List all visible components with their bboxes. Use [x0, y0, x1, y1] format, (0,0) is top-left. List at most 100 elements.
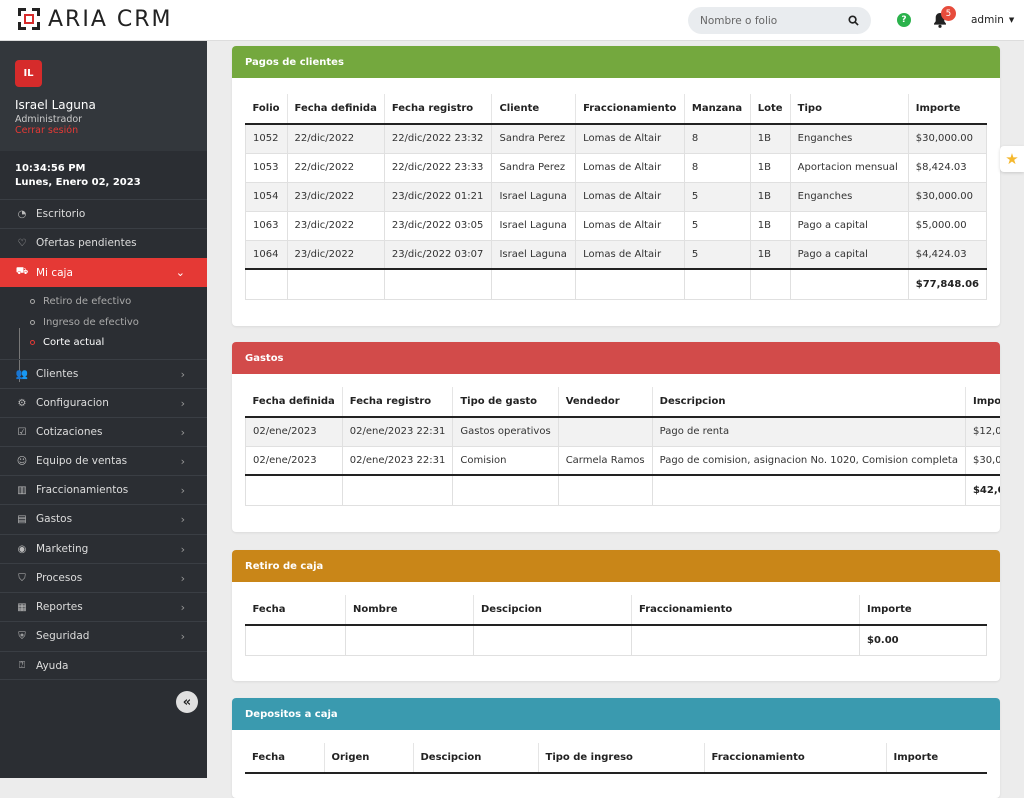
table-header-row: Fecha Nombre Descipcion Fraccionamiento …	[245, 595, 987, 626]
column-header[interactable]: Descipcion	[473, 595, 632, 626]
sidebar-item-escritorio[interactable]: ◔ Escritorio	[0, 199, 207, 228]
table-cell: 23/dic/2022 03:05	[384, 211, 493, 241]
app-title: ARIA CRM	[48, 6, 173, 32]
column-header[interactable]: Fecha	[245, 595, 346, 626]
search-input[interactable]	[700, 14, 848, 27]
sidebar-item-fraccionamientos[interactable]: ▥ Fraccionamientos ›	[0, 475, 207, 504]
sidebar-item-equipo[interactable]: ☺ Equipo de ventas ›	[0, 446, 207, 475]
sidebar-item-procesos[interactable]: ⛉ Procesos ›	[0, 563, 207, 592]
sidebar: IL Israel Laguna Administrador Cerrar se…	[0, 41, 207, 778]
logout-link[interactable]: Cerrar sesión	[15, 125, 79, 136]
table-row[interactable]: 02/ene/2023 02/ene/2023 22:31 Gastos opera…	[245, 417, 1000, 447]
column-header[interactable]: Fecha definida	[245, 387, 343, 418]
column-header[interactable]: Fraccionamiento	[631, 595, 860, 626]
column-header[interactable]: Folio	[245, 94, 288, 125]
table-header-row: Fecha Origen Descipcion Tipo de ingreso …	[245, 743, 987, 774]
table-total-row: $77,848.06	[245, 268, 988, 300]
sidebar-item-gastos[interactable]: ▤ Gastos ›	[0, 504, 207, 533]
column-header[interactable]: Fraccionamiento	[704, 743, 887, 774]
sidebar-item-ofertas[interactable]: ♡ Ofertas pendientes	[0, 228, 207, 257]
column-header[interactable]: Importe	[908, 94, 987, 125]
table-cell: 22/dic/2022 23:32	[384, 124, 493, 154]
star-icon[interactable]: ★	[1000, 146, 1024, 172]
table-cell: Enganches	[790, 124, 909, 154]
table-cell: Pago de renta	[652, 417, 966, 447]
column-header[interactable]: Importe	[859, 595, 987, 626]
table-cell: 8	[684, 153, 751, 183]
table-cell: 1063	[245, 211, 288, 241]
table-cell: 1B	[750, 182, 791, 212]
subnav-item-retiro[interactable]: Retiro de efectivo	[30, 296, 131, 307]
panel-title: Pagos de clientes	[232, 46, 1000, 78]
table-cell: 1054	[245, 182, 288, 212]
dashboard-icon: ◔	[17, 208, 27, 220]
subnav-item-ingreso[interactable]: Ingreso de efectivo	[30, 317, 139, 328]
avatar[interactable]: IL	[15, 60, 42, 87]
table-cell: Pago a capital	[790, 211, 909, 241]
table-cell: Enganches	[790, 182, 909, 212]
column-header[interactable]: Fecha registro	[384, 94, 493, 125]
table-cell: $5,000.00	[908, 211, 988, 241]
column-header[interactable]: Fecha	[245, 743, 325, 774]
table-cell: $30,000.00	[965, 446, 1000, 476]
column-header[interactable]: Tipo de gasto	[452, 387, 559, 418]
help-icon[interactable]: ?	[897, 13, 911, 27]
sidebar-item-cotizaciones[interactable]: ☑ Cotizaciones ›	[0, 417, 207, 446]
column-header[interactable]: Fecha registro	[342, 387, 454, 418]
sidebar-item-marketing[interactable]: ◉ Marketing ›	[0, 534, 207, 563]
table-row[interactable]: 1054 23/dic/2022 23/dic/2022 01:21 Israel L…	[245, 182, 988, 212]
total-amount: $42,000.00	[965, 474, 1000, 506]
subnav-item-corte[interactable]: Corte actual	[30, 337, 104, 348]
column-header[interactable]: Descripcion	[652, 387, 966, 418]
sidebar-item-label: Procesos	[36, 572, 83, 584]
sidebar-item-ayuda[interactable]: ⍰ Ayuda	[0, 651, 207, 680]
table-cell: Lomas de Altair	[575, 211, 685, 241]
sidebar-item-clientes[interactable]: 👥 Clientes ›	[0, 359, 207, 388]
table-row[interactable]: 1053 22/dic/2022 22/dic/2022 23:33 Sandra P…	[245, 153, 988, 183]
table-row[interactable]: 1064 23/dic/2022 23/dic/2022 03:07 Israel L…	[245, 240, 988, 270]
checkbox-icon: ☑	[17, 426, 27, 438]
bullet-icon	[30, 299, 35, 304]
column-header[interactable]: Origen	[324, 743, 414, 774]
table-cell: Pago a capital	[790, 240, 909, 270]
shield-check-icon: ⛉	[18, 572, 26, 584]
column-header[interactable]: Tipo	[790, 94, 909, 125]
panel-title: Gastos	[232, 342, 1000, 374]
user-menu[interactable]: admin ▼	[971, 14, 1014, 26]
chevron-right-icon: ›	[180, 600, 185, 614]
total-amount: $0.00	[859, 624, 987, 656]
subnav-label: Corte actual	[43, 337, 105, 348]
sidebar-item-label: Seguridad	[36, 630, 90, 642]
column-header[interactable]: Descipcion	[413, 743, 539, 774]
sidebar-item-seguridad[interactable]: ⛨ Seguridad ›	[0, 621, 207, 650]
search-icon[interactable]	[848, 15, 859, 26]
column-header[interactable]: Tipo de ingreso	[538, 743, 705, 774]
sidebar-item-reportes[interactable]: ▦ Reportes ›	[0, 592, 207, 621]
table-row[interactable]: 02/ene/2023 02/ene/2023 22:31 Comision Carm…	[245, 446, 1000, 476]
pagos-table: Folio Fecha definida Fecha registro Clie…	[245, 94, 988, 300]
collapse-sidebar-button[interactable]: «	[176, 691, 198, 713]
help-icon: ⍰	[19, 660, 25, 671]
column-header[interactable]: Fraccionamiento	[575, 94, 685, 125]
table-cell: 1B	[750, 153, 791, 183]
table-row[interactable]: 1052 22/dic/2022 22/dic/2022 23:32 Sandra P…	[245, 124, 988, 154]
table-header-row: Folio Fecha definida Fecha registro Clie…	[245, 94, 987, 125]
column-header[interactable]: Vendedor	[558, 387, 653, 418]
column-header[interactable]: Cliente	[491, 94, 577, 125]
column-header[interactable]: Lote	[750, 94, 791, 125]
sidebar-item-mi-caja[interactable]: ⛟ Mi caja ⌄	[0, 258, 207, 287]
team-icon: ☺	[16, 455, 28, 467]
table-cell: $8,424.03	[908, 153, 988, 183]
column-header[interactable]: Manzana	[684, 94, 751, 125]
retiro-table: Fecha Nombre Descipcion Fraccionamiento …	[245, 595, 987, 656]
app-logo[interactable]: ARIA CRM	[16, 6, 173, 32]
column-header[interactable]: Importe	[886, 743, 987, 774]
table-total-row: $0.00	[245, 624, 987, 656]
table-row[interactable]: 1063 23/dic/2022 23/dic/2022 03:05 Israel L…	[245, 211, 988, 241]
sidebar-item-configuracion[interactable]: ⚙ Configuracion ›	[0, 388, 207, 417]
sidebar-item-label: Ofertas pendientes	[36, 237, 137, 249]
search-box	[688, 7, 871, 34]
column-header[interactable]: Nombre	[345, 595, 474, 626]
column-header[interactable]: Importe	[965, 387, 1000, 418]
column-header[interactable]: Fecha definida	[287, 94, 385, 125]
